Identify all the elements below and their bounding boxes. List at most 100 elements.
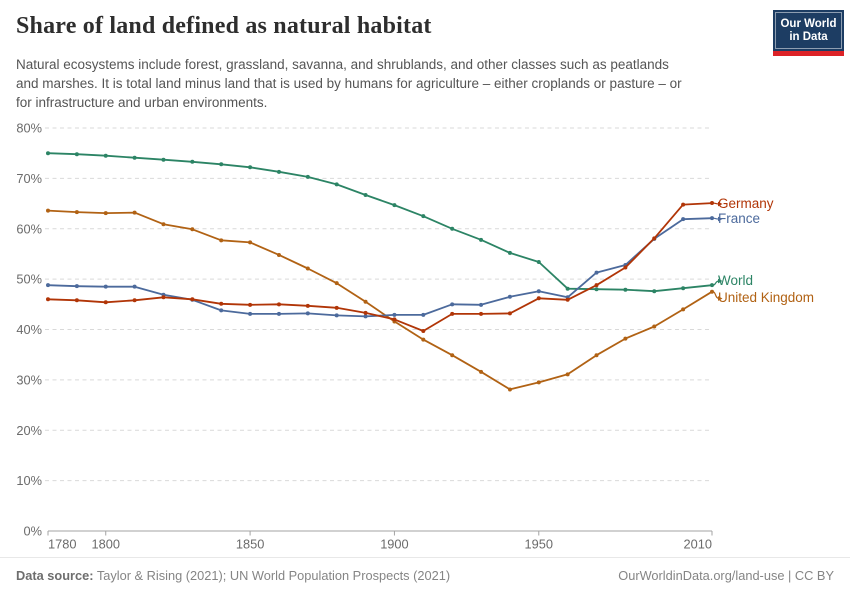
label-connector — [712, 201, 723, 207]
data-point — [276, 169, 281, 174]
data-source-label: Data source: — [16, 568, 94, 583]
series-line-france[interactable] — [46, 216, 714, 319]
data-point — [681, 202, 686, 207]
data-point — [219, 238, 224, 243]
series-line-united-kingdom[interactable] — [46, 208, 714, 392]
y-tick-label: 70% — [16, 171, 42, 186]
y-tick-label: 80% — [16, 121, 42, 136]
y-tick-label: 10% — [16, 473, 42, 488]
data-point — [74, 210, 79, 215]
label-connector — [712, 291, 723, 301]
data-point — [305, 303, 310, 308]
attribution-link[interactable]: OurWorldinData.org/land-use | CC BY — [618, 568, 834, 583]
data-point — [248, 240, 253, 245]
series-label-world[interactable]: World — [718, 273, 754, 288]
data-point — [248, 165, 253, 170]
data-point — [276, 302, 281, 307]
data-point — [132, 284, 137, 289]
data-point — [594, 283, 599, 288]
data-point — [450, 353, 455, 358]
x-tick-label: 1900 — [380, 537, 408, 552]
data-point — [392, 312, 397, 317]
data-point — [623, 336, 628, 341]
data-point — [479, 369, 484, 374]
data-point — [46, 283, 50, 288]
x-axis: 1780 1800 1850 1900 1950 2010 — [47, 530, 713, 552]
data-point — [536, 289, 541, 294]
data-point — [710, 289, 714, 294]
data-point — [74, 298, 79, 303]
subtitle-line: Natural ecosystems include forest, grass… — [16, 57, 669, 72]
data-point — [594, 353, 599, 358]
data-point — [248, 311, 253, 316]
data-point — [334, 281, 339, 286]
series-label-france[interactable]: France — [718, 211, 761, 226]
data-point — [507, 311, 512, 316]
data-point — [421, 337, 426, 342]
data-point — [46, 208, 50, 213]
data-point — [421, 329, 426, 334]
data-point — [363, 314, 368, 319]
data-point — [161, 295, 166, 300]
data-point — [161, 222, 166, 227]
data-point — [507, 387, 512, 392]
label-connector — [712, 278, 723, 286]
data-point — [565, 372, 570, 377]
data-point — [46, 151, 50, 156]
data-point — [74, 284, 79, 289]
subtitle-line: for infrastructure and urban environment… — [16, 95, 268, 110]
data-point — [46, 297, 50, 302]
data-point — [334, 182, 339, 187]
label-connector — [712, 216, 723, 222]
data-point — [652, 324, 657, 329]
data-point — [276, 311, 281, 316]
data-point — [681, 217, 686, 222]
owid-logo-inner: Our World in Data — [775, 12, 842, 49]
data-point — [392, 317, 397, 322]
data-point — [103, 153, 108, 158]
series-line-world[interactable] — [46, 151, 714, 294]
data-point — [479, 311, 484, 316]
data-point — [392, 203, 397, 208]
data-point — [305, 266, 310, 271]
data-point — [507, 294, 512, 299]
x-tick-label: 1850 — [236, 537, 264, 552]
data-point — [363, 192, 368, 197]
data-point — [536, 380, 541, 385]
data-point — [103, 300, 108, 305]
series-label-germany[interactable]: Germany — [718, 196, 774, 211]
data-point — [536, 259, 541, 264]
chart-subtitle: Natural ecosystems include forest, grass… — [16, 55, 786, 112]
data-point — [334, 313, 339, 318]
data-point — [103, 211, 108, 216]
series-line-germany[interactable] — [46, 201, 714, 334]
series-label-united-kingdom[interactable]: United Kingdom — [718, 290, 815, 305]
data-point — [421, 312, 426, 317]
owid-logo[interactable]: Our World in Data — [773, 10, 844, 56]
data-point — [161, 157, 166, 162]
line-chart-canvas: 0% 10% 20% 30% 40% 50% 60% 70% 80% 1780 1800 1850 19… — [16, 121, 723, 552]
data-point — [190, 227, 195, 232]
data-point — [623, 265, 628, 270]
y-tick-label: 0% — [24, 524, 43, 539]
data-point — [248, 302, 253, 307]
data-point — [652, 236, 657, 241]
data-point — [363, 310, 368, 315]
owid-logo-text-line1: Our World — [780, 17, 837, 30]
data-point — [479, 237, 484, 242]
data-point — [190, 159, 195, 164]
data-point — [450, 302, 455, 307]
x-tick-label: 1780 — [48, 537, 76, 552]
data-point — [565, 286, 570, 291]
data-point — [363, 299, 368, 304]
data-source-text: Taylor & Rising (2021); UN World Populat… — [96, 568, 451, 583]
y-tick-label: 50% — [16, 272, 42, 287]
y-tick-label: 30% — [16, 372, 42, 387]
data-point — [219, 162, 224, 167]
data-point — [565, 297, 570, 302]
data-point — [421, 214, 426, 219]
y-axis-labels: 0% 10% 20% 30% 40% 50% 60% 70% 80% — [16, 121, 42, 539]
gridlines — [45, 127, 712, 482]
data-point — [219, 308, 224, 313]
